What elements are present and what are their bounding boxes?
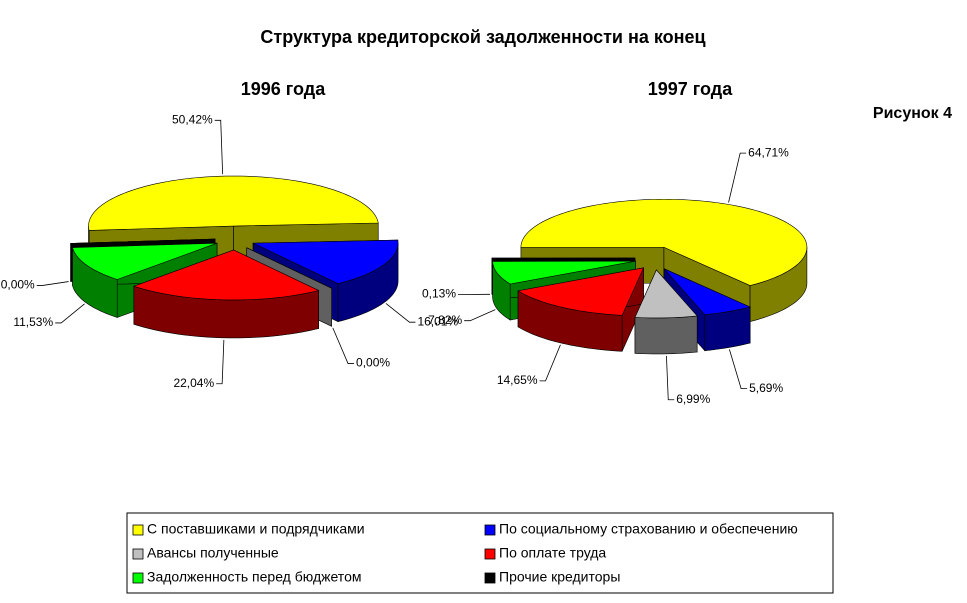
slice-top	[88, 175, 379, 231]
data-label: 5,69%	[749, 381, 783, 395]
leader-line	[214, 119, 224, 175]
slice-top	[634, 269, 698, 319]
pie-slice	[634, 269, 698, 355]
data-label: 14,65%	[497, 373, 538, 387]
legend-swatch	[484, 572, 496, 584]
data-label: 6,99%	[676, 392, 710, 406]
legend	[126, 512, 834, 594]
legend-label: Прочие кредиторы	[499, 569, 620, 585]
legend-label: Авансы полученные	[147, 545, 279, 561]
slice-top	[663, 268, 752, 316]
slice-top	[492, 260, 636, 285]
legend-label: Задолженность перед бюджетом	[147, 569, 361, 585]
pie-title: 1996 года	[241, 79, 326, 99]
data-label: 0,00%	[356, 356, 390, 370]
legend-swatch	[484, 548, 496, 560]
data-label: 0,00%	[1, 278, 35, 292]
leader-line	[666, 355, 675, 401]
leader-line	[729, 349, 748, 390]
data-label: 11,53%	[13, 315, 53, 329]
slice-top	[517, 267, 645, 316]
pie-slice	[132, 249, 320, 339]
pie-slice	[517, 267, 645, 352]
chart-title: Структура кредиторской задолженности на …	[260, 27, 705, 47]
legend-label: По оплате труда	[499, 545, 606, 561]
leader-line	[539, 344, 561, 382]
data-label: 22,04%	[173, 376, 214, 390]
leader-line	[728, 152, 747, 203]
leader-line	[385, 303, 416, 323]
slice-top	[132, 249, 320, 301]
leader-line	[36, 281, 69, 286]
legend-swatch	[132, 548, 144, 560]
data-label: 50,42%	[172, 112, 213, 126]
legend-swatch	[484, 524, 496, 536]
slice-wall	[634, 315, 698, 355]
legend-swatch	[132, 572, 144, 584]
leader-line	[216, 339, 225, 385]
legend-swatch	[132, 524, 144, 536]
legend-label: По социальному страхованию и обеспечению	[499, 521, 798, 537]
slice-top	[252, 239, 399, 284]
legend-label: С поставшиками и подрядчиками	[147, 521, 365, 537]
slice-top	[246, 247, 332, 289]
slice-top	[70, 238, 216, 244]
leader-line	[55, 303, 85, 324]
data-label: 0,13%	[422, 287, 456, 301]
data-label: 64,71%	[748, 145, 789, 159]
leader-line	[464, 309, 496, 322]
figure-label: Рисунок 4	[873, 105, 952, 122]
pie-title: 1997 года	[648, 79, 733, 99]
slice-top	[520, 198, 808, 286]
data-label: 7,82%	[428, 313, 462, 327]
slice-top	[72, 242, 218, 280]
data-label: 16,01%	[417, 314, 458, 328]
leader-line	[332, 327, 355, 364]
